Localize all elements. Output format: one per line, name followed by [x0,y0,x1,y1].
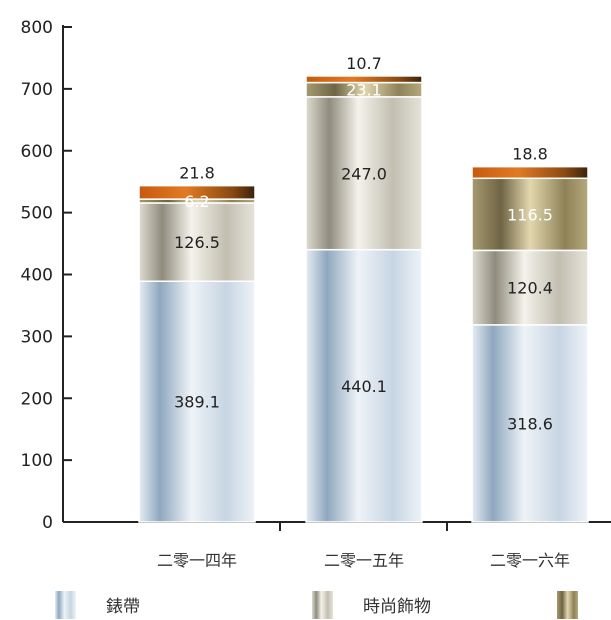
category-label: 二零一四年 [157,551,237,570]
data-label: 126.5 [174,233,220,252]
value-labels: 389.1 126.5 6.2 21.8 440.1 247.0 23.1 10.7 318.6… [174,54,553,433]
data-label: 6.2 [184,192,209,211]
bar-segment [471,324,589,523]
bar-segment [305,248,423,523]
legend: 錶帶 時尚飾物 [55,591,578,619]
data-label: 116.5 [507,205,553,224]
legend-label: 錶帶 [106,597,140,617]
y-tick-label: 200 [21,389,53,409]
bars [138,75,589,523]
y-tick-label: 700 [21,80,53,100]
data-label: 21.8 [179,164,215,183]
legend-swatch [312,591,333,619]
bar-segment [138,280,256,523]
y-tick-labels: 0 100 200 300 400 500 600 700 800 [21,18,53,533]
data-label: 440.1 [341,377,387,396]
data-label: 120.4 [507,279,553,298]
y-tick-label: 300 [21,327,53,347]
legend-swatch [55,591,76,619]
y-tick-label: 100 [21,451,53,471]
data-label: 10.7 [346,54,382,73]
y-tick-label: 0 [42,513,53,533]
y-tick-label: 400 [21,266,53,286]
bar-segment [138,184,256,200]
bar-segment [305,75,423,84]
data-label: 247.0 [341,164,387,183]
bar-segment [305,96,423,251]
data-label: 23.1 [346,81,382,100]
data-label: 18.8 [512,145,548,164]
legend-label: 時尚飾物 [363,597,431,617]
bar-segment [138,202,256,282]
y-tick-label: 800 [21,18,53,38]
y-tick-label: 500 [21,204,53,224]
category-label: 二零一五年 [324,551,404,570]
data-label: 389.1 [174,393,220,412]
category-labels: 二零一四年 二零一五年 二零一六年 [157,551,570,570]
bar-segment [471,165,589,180]
bar-segment [471,249,589,326]
category-label: 二零一六年 [490,551,570,570]
legend-swatch [557,591,578,619]
data-label: 318.6 [507,414,553,433]
bar-segment [471,177,589,252]
y-tick-label: 600 [21,142,53,162]
